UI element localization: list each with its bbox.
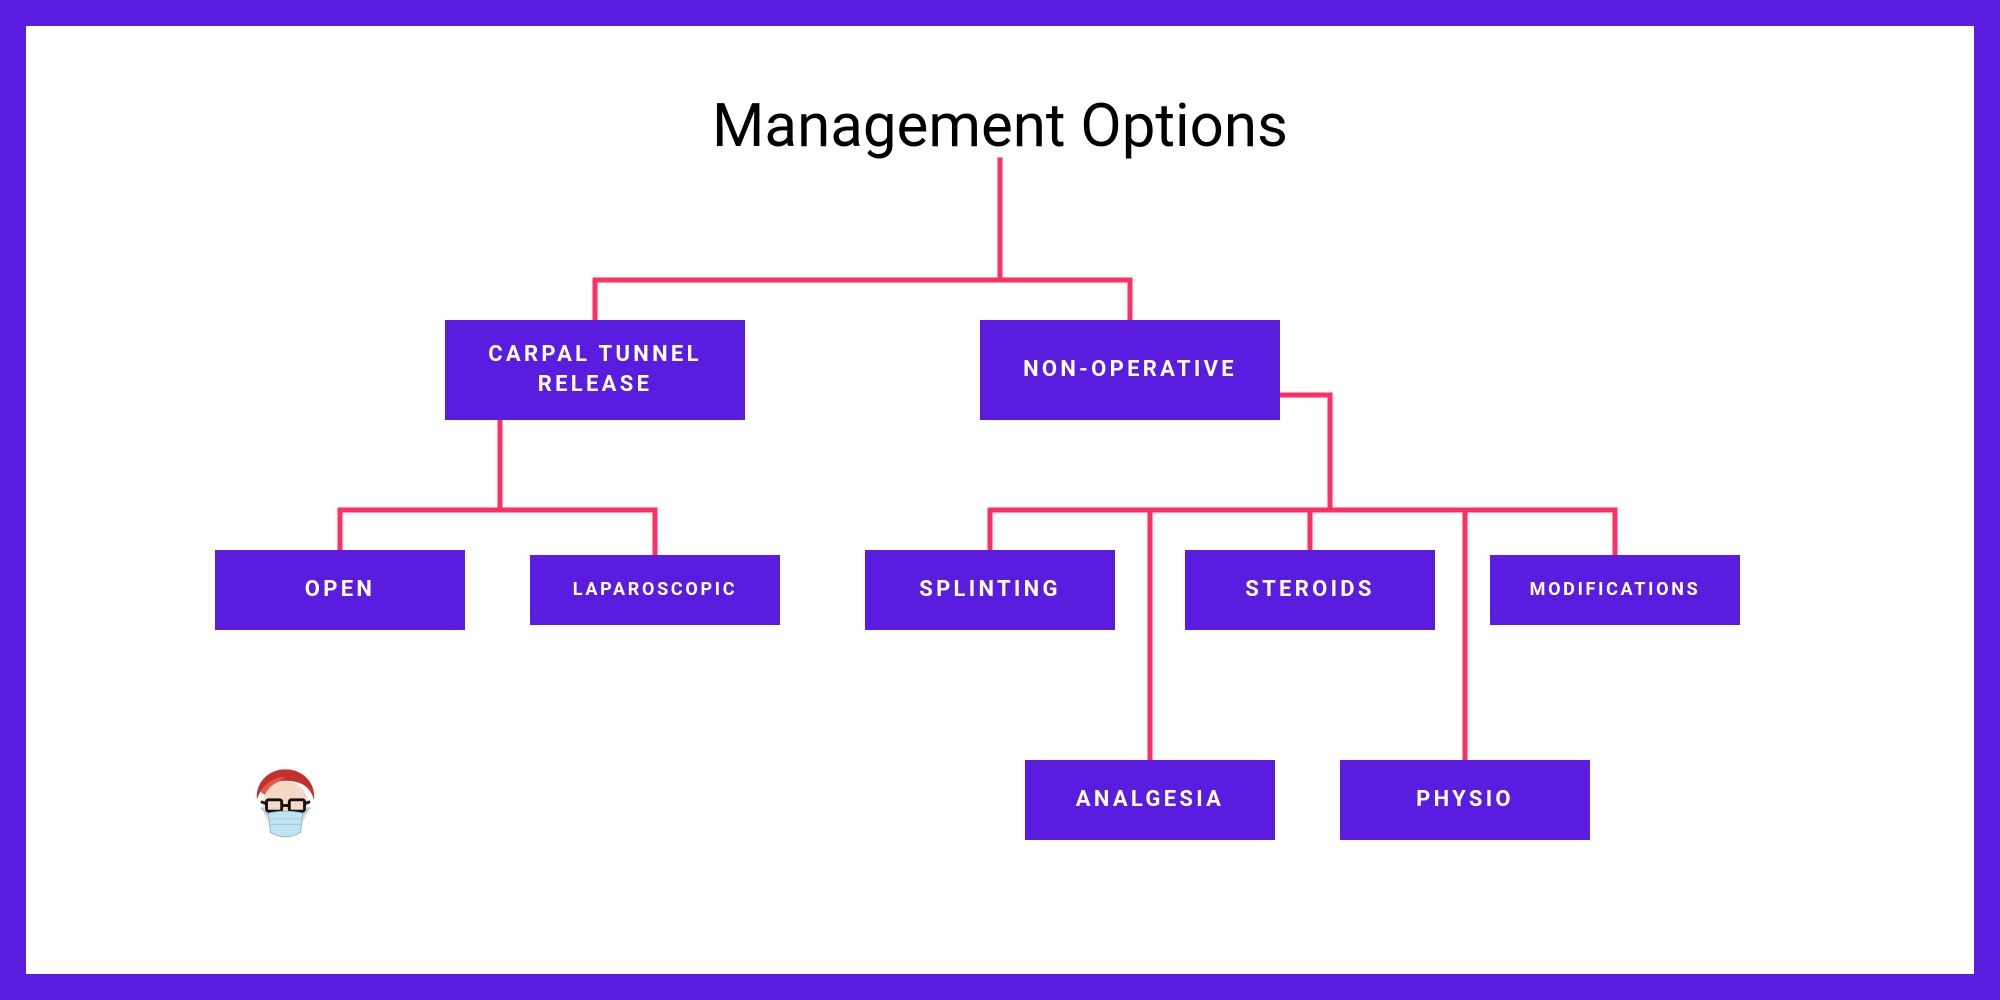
- tree-node-label: PHYSIO: [1416, 785, 1514, 815]
- tree-node-nonop: NON-OPERATIVE: [980, 320, 1280, 420]
- tree-node-analgesia: ANALGESIA: [1025, 760, 1275, 840]
- tree-node-ctr: CARPAL TUNNEL RELEASE: [445, 320, 745, 420]
- tree-node-label: STEROIDS: [1245, 575, 1375, 605]
- tree-node-label: OPEN: [305, 575, 375, 605]
- tree-node-label: LAPAROSCOPIC: [573, 578, 738, 602]
- tree-node-steroids: STEROIDS: [1185, 550, 1435, 630]
- tree-node-label: SPLINTING: [919, 575, 1061, 605]
- tree-node-laparo: LAPAROSCOPIC: [530, 555, 780, 625]
- tree-node-physio: PHYSIO: [1340, 760, 1590, 840]
- tree-node-label: MODIFICATIONS: [1530, 578, 1701, 602]
- tree-node-label: ANALGESIA: [1076, 785, 1225, 815]
- tree-node-open: OPEN: [215, 550, 465, 630]
- tree-node-label: CARPAL TUNNEL RELEASE: [455, 340, 735, 399]
- tree-node-modifications: MODIFICATIONS: [1490, 555, 1740, 625]
- tree-node-splinting: SPLINTING: [865, 550, 1115, 630]
- tree-node-label: NON-OPERATIVE: [1023, 355, 1237, 385]
- author-avatar-icon: [238, 758, 333, 853]
